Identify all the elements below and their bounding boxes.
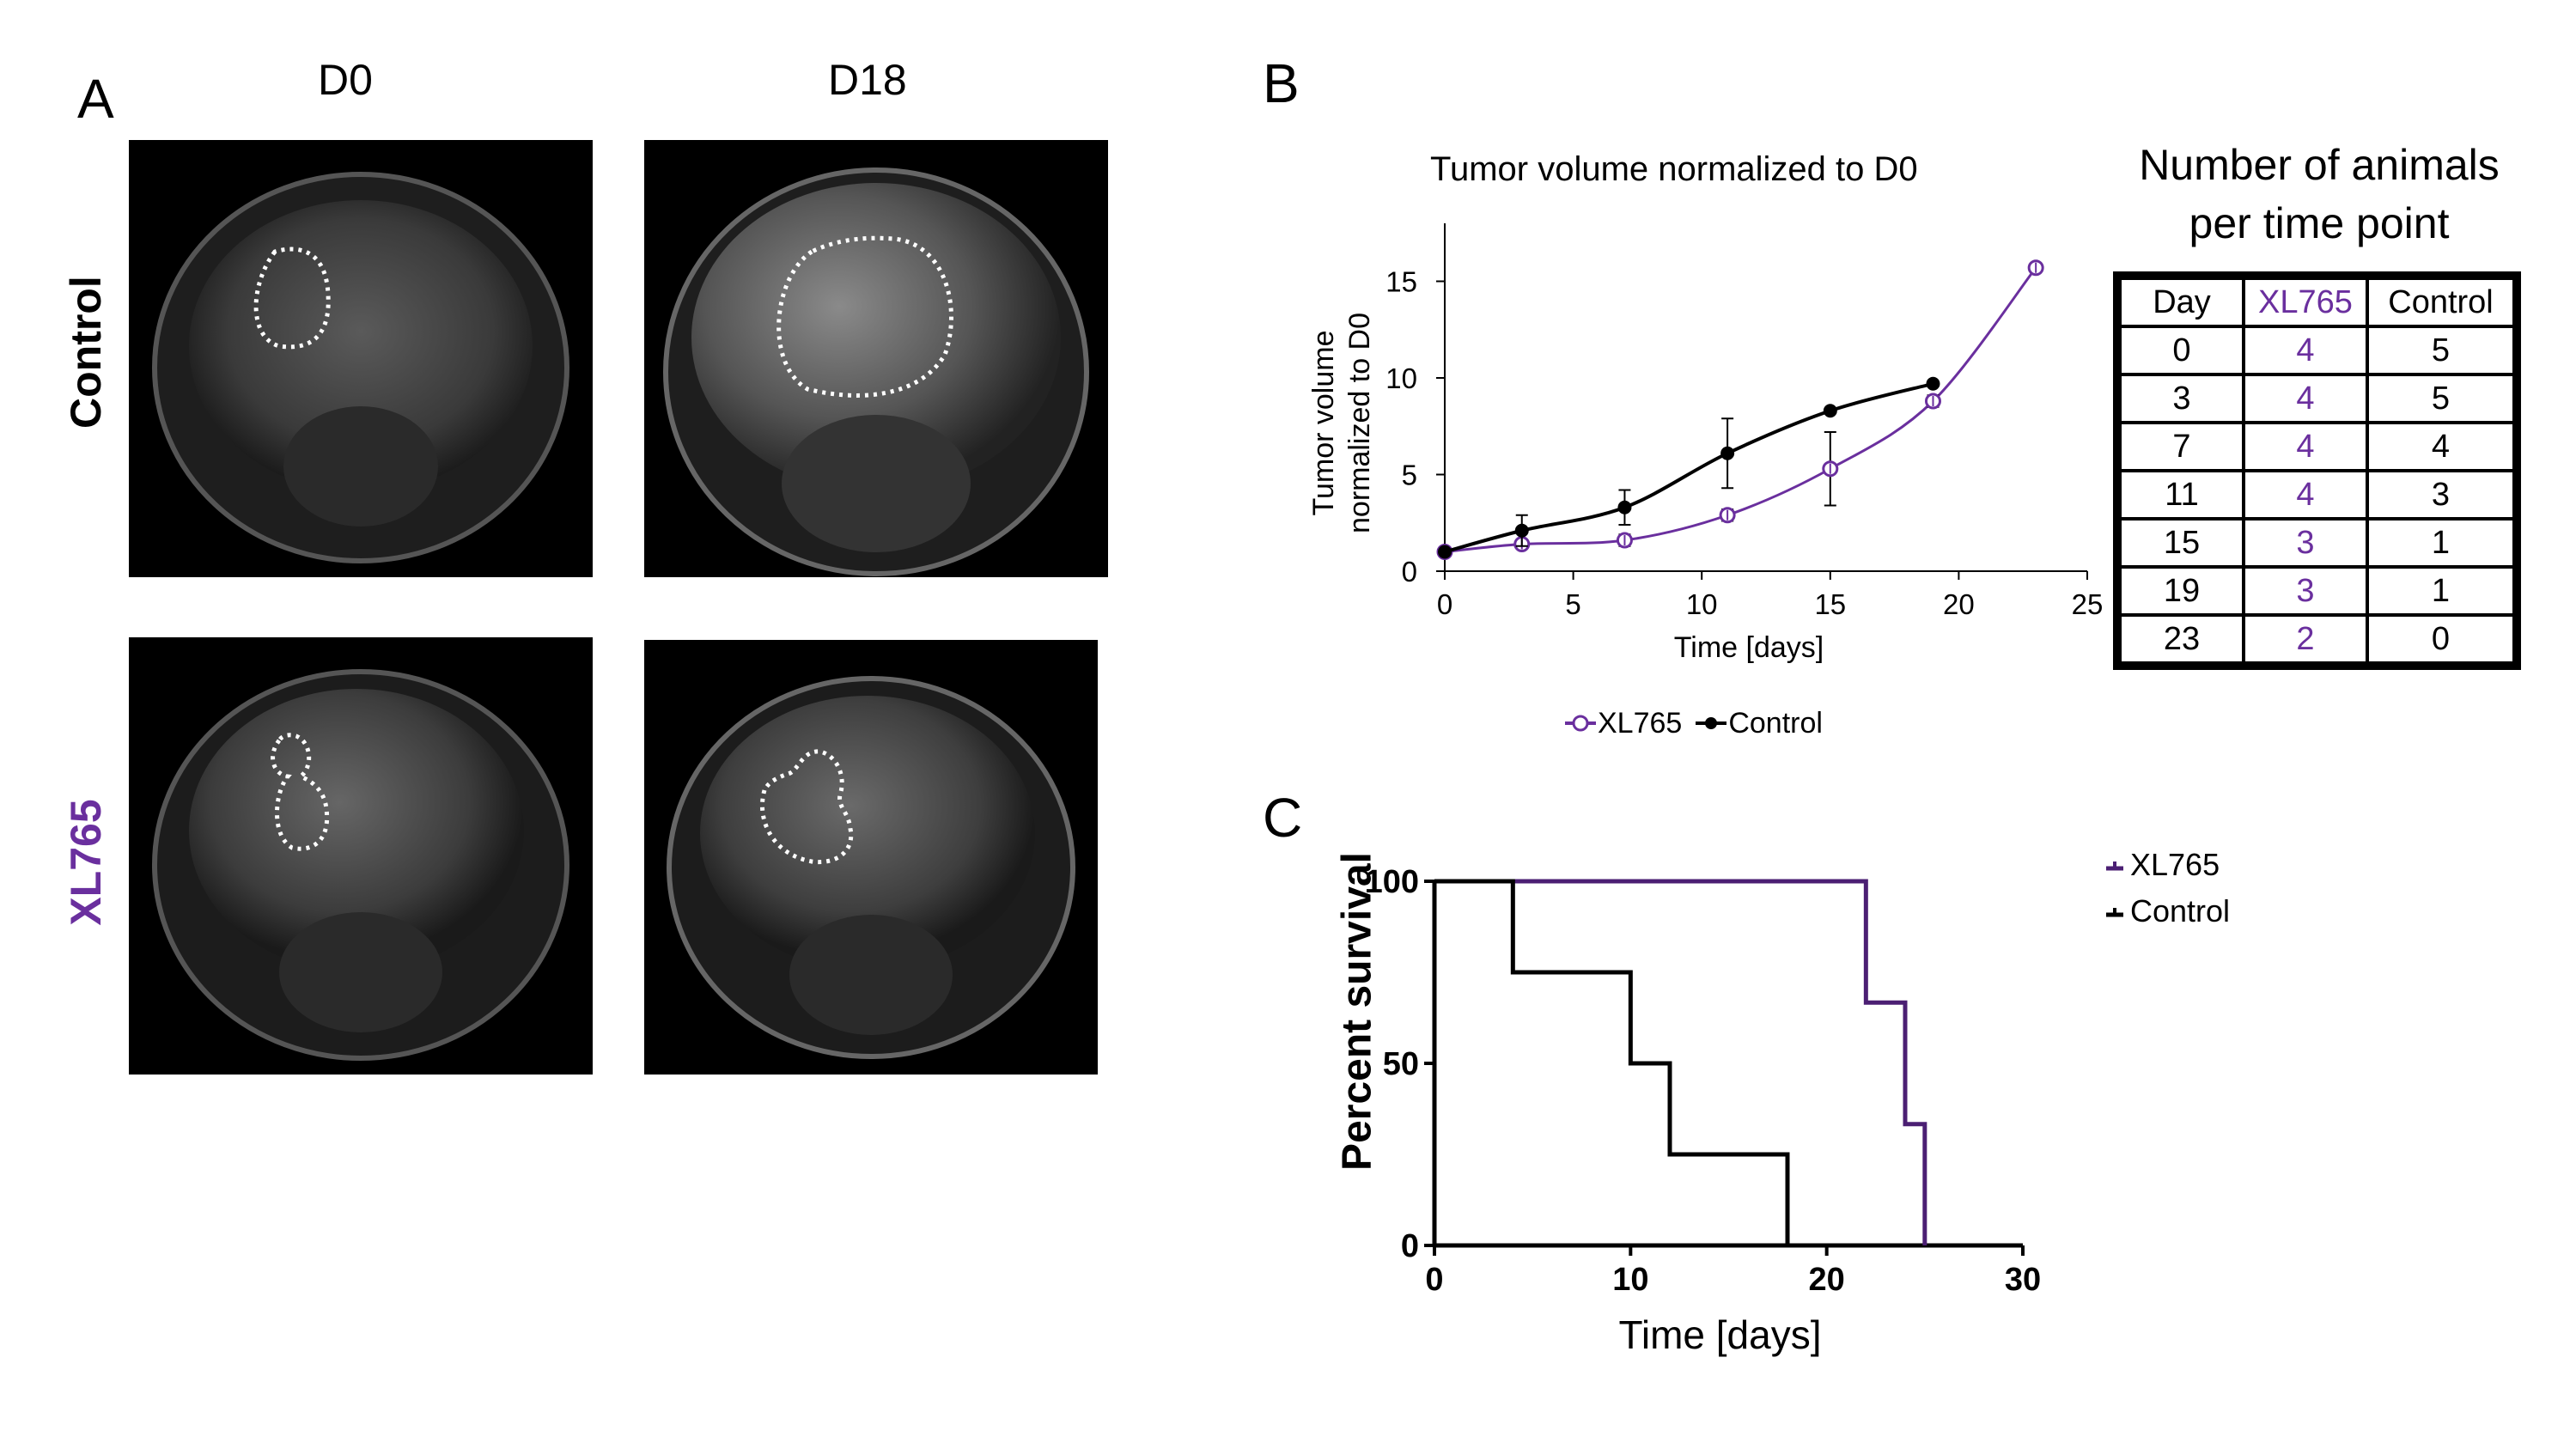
- survival-legend: XL765 Control: [2104, 842, 2230, 935]
- brain-scan-image: [663, 167, 1089, 576]
- legend-control-line: [2106, 908, 2123, 917]
- y-tick-label: 10: [1385, 362, 1417, 394]
- column-label-d18: D18: [828, 56, 907, 104]
- y-tick-label: 50: [1383, 1046, 1419, 1082]
- cell-day: 3: [2116, 373, 2245, 424]
- cell-day: 7: [2116, 421, 2245, 472]
- animal-table-title: Number of animals per time point: [2096, 136, 2543, 253]
- cell-control: 3: [2366, 469, 2518, 521]
- mri-xl765-d0: [129, 637, 593, 1075]
- survival-legend-xl765: XL765: [2104, 842, 2230, 888]
- x-tick-label: 15: [1814, 588, 1846, 620]
- row-label-control: Control: [62, 276, 110, 429]
- cell-xl765: 3: [2242, 565, 2369, 617]
- y-tick-label: 0: [1401, 1228, 1419, 1264]
- y-axis-label-line2: normalized to D0: [1343, 313, 1376, 533]
- table-header-row: Day XL765 Control: [2116, 274, 2518, 328]
- chart-legend: XL765 Control: [1563, 704, 1823, 742]
- cell-xl765: 3: [2242, 517, 2369, 569]
- y-axis-label-line1: Tumor volume: [1307, 330, 1340, 515]
- survival-legend-xl765-label: XL765: [2130, 847, 2220, 882]
- cell-control: 1: [2366, 517, 2518, 569]
- x-axis-label: Time [days]: [1674, 631, 1824, 664]
- cell-xl765: 4: [2242, 373, 2369, 424]
- data-point-control: [1514, 523, 1529, 538]
- cell-control: 0: [2366, 613, 2518, 667]
- animal-table-title-line2: per time point: [2189, 199, 2450, 247]
- cell-day: 23: [2116, 613, 2245, 667]
- x-tick-label: 10: [1686, 588, 1718, 620]
- animal-table: Day XL765 Control 0 4 5 3 4 5 7 4 4 11 4 3 15 3 1 19 3 1 2…: [2113, 271, 2521, 670]
- mri-control-d18: [644, 140, 1108, 577]
- cell-day: 19: [2116, 565, 2245, 617]
- legend-control-label: Control: [1728, 706, 1823, 740]
- survival-chart: 0 10 20 30 0 50 100 Time [days]: [1365, 864, 2042, 1357]
- brain-scan-image: [152, 172, 569, 563]
- x-tick-label: 30: [2005, 1262, 2041, 1298]
- x-tick-label: 25: [2072, 588, 2104, 620]
- panel-a-label: A: [77, 68, 114, 130]
- table-row: 19 3 1: [2116, 565, 2518, 617]
- survival-curve-control: [1434, 879, 1790, 1245]
- brain-scan-image: [667, 676, 1075, 1059]
- x-tick-label: 20: [1943, 588, 1975, 620]
- row-label-xl765: XL765: [62, 799, 110, 926]
- x-tick-label: 0: [1425, 1262, 1443, 1298]
- y-tick-label: 5: [1402, 460, 1417, 491]
- cell-day: 15: [2116, 517, 2245, 569]
- header-xl765: XL765: [2242, 274, 2369, 328]
- cell-xl765: 4: [2242, 421, 2369, 472]
- y-tick-label: 0: [1402, 556, 1417, 588]
- cell-control: 5: [2366, 325, 2518, 376]
- data-point-control: [1926, 376, 1940, 391]
- x-tick-label: 10: [1612, 1262, 1648, 1298]
- cell-control: 1: [2366, 565, 2518, 617]
- data-point-control: [1617, 500, 1632, 514]
- survival-legend-control: Control: [2104, 888, 2230, 935]
- data-point-control: [1438, 545, 1452, 559]
- table-row: 15 3 1: [2116, 517, 2518, 569]
- cell-xl765: 4: [2242, 469, 2369, 521]
- cell-day: 0: [2116, 325, 2245, 376]
- legend-control-marker: [1696, 717, 1727, 729]
- cell-control: 4: [2366, 421, 2518, 472]
- series-line-xl765: [1444, 266, 2037, 553]
- x-tick-label: 20: [1809, 1262, 1845, 1298]
- cell-xl765: 4: [2242, 325, 2369, 376]
- x-tick-label: 0: [1437, 588, 1452, 620]
- header-control: Control: [2366, 274, 2518, 328]
- cell-day: 11: [2116, 469, 2245, 521]
- cell-control: 5: [2366, 373, 2518, 424]
- survival-legend-control-label: Control: [2130, 893, 2231, 928]
- table-row: 23 2 0: [2116, 613, 2518, 667]
- mri-xl765-d18: [644, 640, 1098, 1075]
- panel-c-label: C: [1263, 787, 1303, 849]
- mri-control-d0: [129, 140, 593, 577]
- brain-scan-image: [152, 669, 569, 1061]
- column-label-d0: D0: [318, 56, 373, 104]
- panel-b-label: B: [1263, 52, 1300, 114]
- table-row: 11 4 3: [2116, 469, 2518, 521]
- legend-xl765-line: [2106, 861, 2123, 871]
- legend-xl765-label: XL765: [1598, 706, 1683, 740]
- x-tick-label: 5: [1565, 588, 1580, 620]
- animal-table-title-line1: Number of animals: [2139, 141, 2500, 189]
- data-point-control: [1823, 404, 1837, 418]
- y-tick-label: 100: [1365, 864, 1419, 900]
- chart-title: Tumor volume normalized to D0: [1430, 150, 1918, 188]
- survival-x-axis-label: Time [days]: [1618, 1312, 1821, 1357]
- y-tick-label: 15: [1385, 266, 1417, 298]
- survival-curve-xl765: [1434, 879, 1927, 1245]
- data-point-control: [1720, 446, 1735, 460]
- tumor-volume-chart: 0 5 10 15 20 25 0 5 10 15 Time [days] Tumor volume n…: [1307, 223, 2104, 664]
- cell-xl765: 2: [2242, 613, 2369, 667]
- legend-xl765-marker: [1565, 715, 1596, 732]
- header-day: Day: [2116, 274, 2245, 328]
